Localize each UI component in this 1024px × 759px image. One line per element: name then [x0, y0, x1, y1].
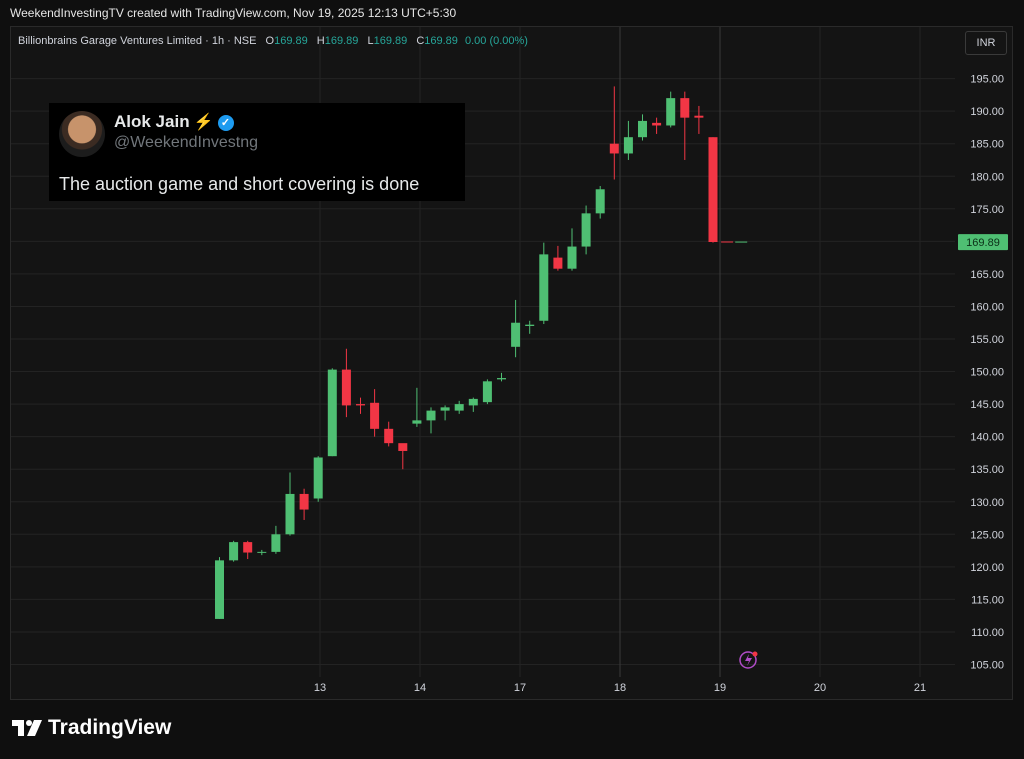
candle-body — [229, 542, 239, 561]
y-tick-label: 175.00 — [970, 204, 1004, 216]
candle-body — [694, 115, 704, 118]
candle-body — [257, 551, 267, 553]
verified-icon: ✓ — [217, 115, 234, 131]
high-value: 169.89 — [324, 35, 359, 47]
low-label: L — [367, 35, 374, 47]
y-tick-label: 150.00 — [970, 367, 1004, 379]
last-price-label: 169.89 — [966, 237, 1000, 249]
candle-body — [398, 443, 408, 451]
candle-body — [638, 120, 647, 138]
tweet-handle: @WeekendInvestng — [114, 134, 259, 151]
candle-body — [341, 369, 351, 406]
tweet-author-name: Alok Jain — [114, 112, 190, 131]
candle-body — [313, 457, 323, 499]
y-tick-label: 155.00 — [970, 334, 1004, 346]
candle-body — [482, 381, 492, 403]
y-tick-label: 125.00 — [970, 529, 1004, 541]
x-tick-label: 19 — [714, 682, 726, 694]
candle-body — [299, 493, 309, 510]
currency-button[interactable]: INR — [965, 31, 1007, 55]
lightning-icon: ⚡ — [193, 114, 214, 131]
y-tick-label: 160.00 — [970, 301, 1004, 313]
tweet-author: Alok Jain ⚡ ✓ — [114, 112, 234, 132]
chart-credit: WeekendInvestingTV created with TradingV… — [10, 6, 457, 20]
candle-body — [370, 402, 380, 429]
candle-body — [454, 404, 464, 411]
candle-body — [539, 254, 549, 321]
symbol-title: Billionbrains Garage Ventures Limited · … — [18, 35, 257, 47]
tradingview-logo: TradingView — [12, 716, 171, 740]
candle-body — [285, 493, 295, 535]
y-tick-label: 185.00 — [970, 139, 1004, 151]
candle-body — [581, 213, 591, 247]
tradingview-logo-icon — [12, 720, 42, 736]
candle-body — [609, 143, 619, 154]
candle-body — [511, 322, 521, 347]
x-tick-label: 20 — [814, 682, 826, 694]
close-label: C — [416, 35, 425, 47]
candle-body — [652, 122, 662, 126]
brand-name: TradingView — [48, 716, 172, 739]
tweet-card: Alok Jain ⚡ ✓ @WeekendInvestng The auction… — [49, 103, 465, 201]
change-value: 0.00 (0.00%) — [464, 35, 528, 47]
candle-body — [215, 560, 224, 619]
candle-body — [553, 257, 563, 269]
alert-icon — [739, 651, 757, 669]
y-tick-label: 190.00 — [970, 106, 1004, 118]
avatar — [59, 111, 105, 157]
y-tick-label: 140.00 — [970, 432, 1004, 444]
candle-body — [384, 428, 394, 444]
y-tick-label: 130.00 — [970, 497, 1004, 509]
candle-body — [327, 369, 337, 457]
notification-dot — [752, 651, 758, 657]
candle-body — [468, 398, 478, 406]
candle-body — [595, 189, 605, 214]
candle-body — [567, 246, 577, 269]
y-tick-label: 180.00 — [970, 171, 1004, 183]
candle-body — [426, 410, 436, 421]
y-tick-label: 195.00 — [970, 74, 1004, 86]
lightning-badge-icon — [745, 654, 752, 666]
candle-body — [440, 407, 450, 411]
y-tick-label: 145.00 — [970, 399, 1004, 411]
open-value: 169.89 — [274, 35, 308, 47]
candle-body — [356, 404, 365, 406]
y-tick-label: 110.00 — [971, 627, 1004, 639]
candle-body — [708, 137, 718, 243]
low-value: 169.89 — [373, 35, 408, 47]
candle-body — [525, 324, 535, 326]
y-tick-label: 135.00 — [970, 464, 1004, 476]
candle-body — [271, 534, 281, 552]
x-tick-label: 14 — [414, 682, 426, 694]
candle-body — [497, 378, 506, 380]
symbol-legend: Billionbrains Garage Ventures Limited · … — [18, 35, 528, 47]
x-tick-label: 18 — [614, 682, 626, 694]
y-tick-label: 115.00 — [971, 594, 1004, 606]
close-value: 169.89 — [424, 35, 458, 47]
high-label: H — [316, 35, 325, 47]
x-tick-label: 13 — [314, 682, 326, 694]
y-tick-label: 120.00 — [970, 562, 1004, 574]
x-tick-label: 21 — [914, 682, 926, 694]
candle-body — [243, 542, 253, 553]
y-tick-label: 165.00 — [970, 269, 1004, 281]
candle-body — [666, 98, 676, 126]
candle-body — [680, 98, 690, 118]
last-price-badge — [958, 234, 1008, 251]
x-tick-label: 17 — [514, 682, 526, 694]
candle-body — [412, 420, 422, 424]
candle-body — [623, 137, 633, 154]
open-label: O — [265, 35, 275, 47]
y-tick-label: 105.00 — [970, 660, 1004, 672]
tweet-text: The auction game and short covering is d… — [59, 174, 420, 194]
